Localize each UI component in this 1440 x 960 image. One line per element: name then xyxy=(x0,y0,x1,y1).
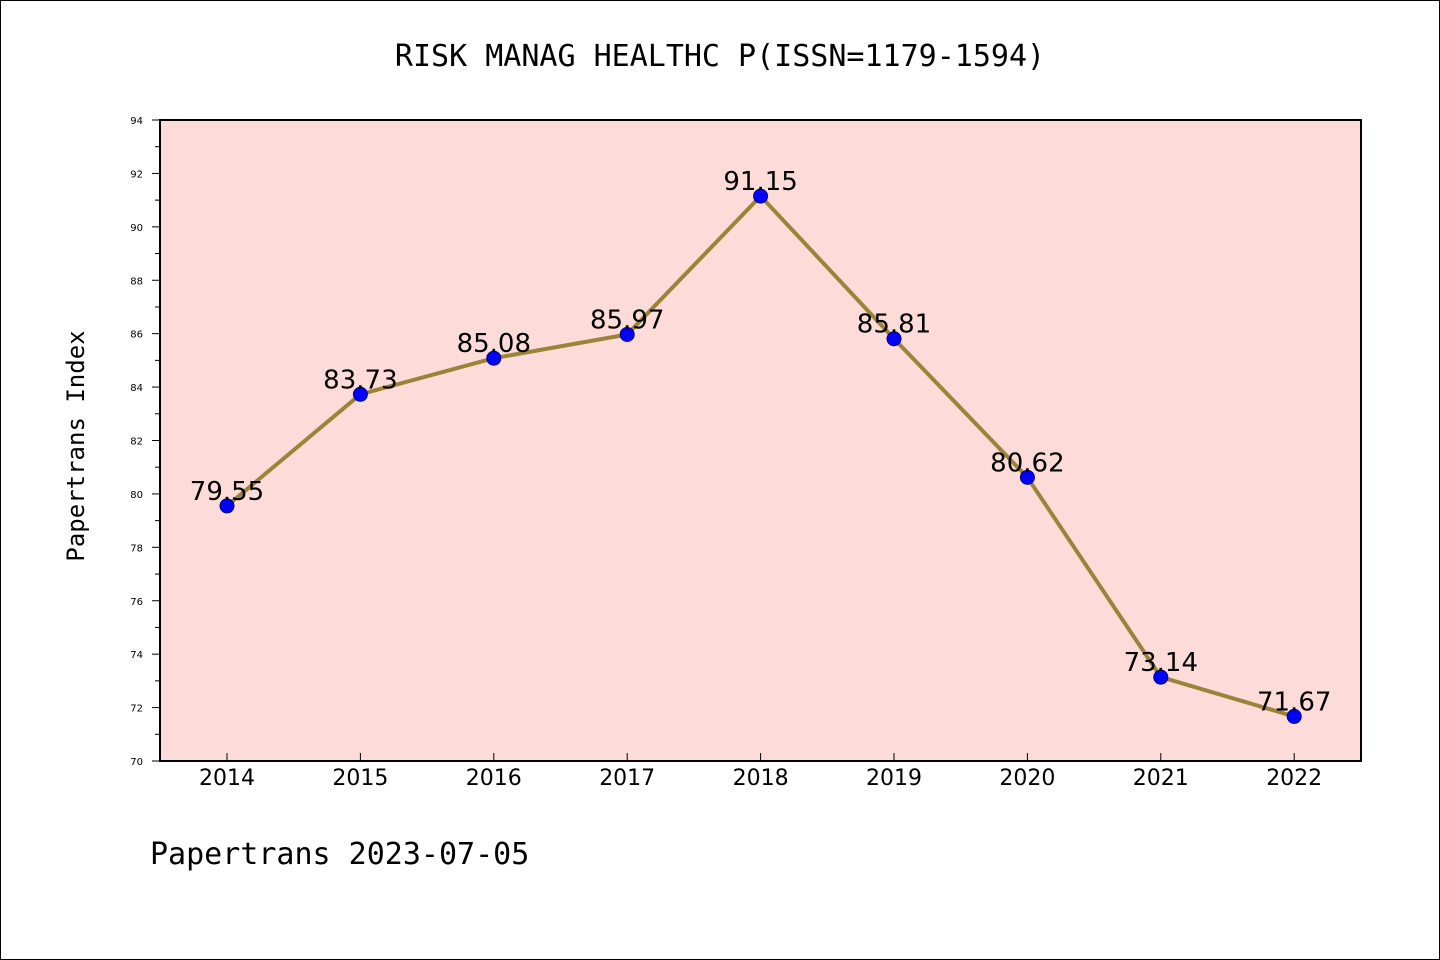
y-tick-label: 74 xyxy=(130,650,143,661)
data-label: 79.55 xyxy=(190,477,264,507)
y-tick-label: 88 xyxy=(130,276,143,287)
y-tick-label: 72 xyxy=(130,704,143,715)
data-point-marker xyxy=(1019,469,1035,485)
x-tick-label: 2018 xyxy=(733,766,789,791)
data-label: 85.97 xyxy=(590,305,664,335)
data-point-marker xyxy=(886,331,902,347)
x-tick-label: 2021 xyxy=(1133,766,1189,791)
footer-source-date: Papertrans 2023-07-05 xyxy=(150,837,529,872)
y-tick-label: 92 xyxy=(130,169,143,180)
y-tick-label: 80 xyxy=(130,490,143,501)
data-point-marker xyxy=(352,386,368,402)
data-point-marker xyxy=(1153,669,1169,685)
data-point-marker xyxy=(619,326,635,342)
data-label: 85.08 xyxy=(457,329,531,359)
x-tick-label: 2014 xyxy=(199,766,255,791)
y-axis-ticks: 70 72 74 76 78 80 82 84 86 88 90 92 94 xyxy=(130,116,160,768)
y-tick-label: 70 xyxy=(130,757,143,768)
y-tick-label: 86 xyxy=(130,330,143,341)
x-tick-label: 2020 xyxy=(999,766,1055,791)
data-point-marker xyxy=(1286,708,1302,724)
data-label: 73.14 xyxy=(1124,648,1198,678)
y-tick-label: 94 xyxy=(130,116,143,127)
y-tick-label: 82 xyxy=(130,437,143,448)
y-tick-label: 90 xyxy=(130,223,143,234)
x-tick-label: 2016 xyxy=(466,766,522,791)
data-point-marker xyxy=(753,188,769,204)
data-label: 91.15 xyxy=(723,167,797,197)
data-label: 83.73 xyxy=(323,365,397,395)
x-tick-label: 2022 xyxy=(1266,766,1322,791)
data-label: 71.67 xyxy=(1257,687,1331,717)
y-tick-label: 84 xyxy=(130,383,143,394)
data-point-marker xyxy=(486,350,502,366)
y-tick-label: 76 xyxy=(130,597,143,608)
data-points xyxy=(219,188,1302,724)
x-tick-label: 2017 xyxy=(599,766,655,791)
data-label: 85.81 xyxy=(857,310,931,340)
x-tick-label: 2019 xyxy=(866,766,922,791)
x-axis-ticks: 2014 2015 2016 2017 2018 2019 2020 2021 2022 xyxy=(199,753,1322,791)
data-labels: 79.55 83.73 85.08 85.97 91.15 85.81 80.62 73.14… xyxy=(190,167,1332,717)
x-tick-label: 2015 xyxy=(332,766,388,791)
data-label: 80.62 xyxy=(990,448,1064,478)
y-axis-label: Papertrans Index xyxy=(62,330,90,561)
plot-border xyxy=(159,119,1362,762)
y-tick-label: 78 xyxy=(130,543,143,554)
chart-title: RISK MANAG HEALTHC P(ISSN=1179-1594) xyxy=(395,39,1045,74)
data-point-marker xyxy=(219,498,235,514)
plot-area xyxy=(160,120,1361,761)
